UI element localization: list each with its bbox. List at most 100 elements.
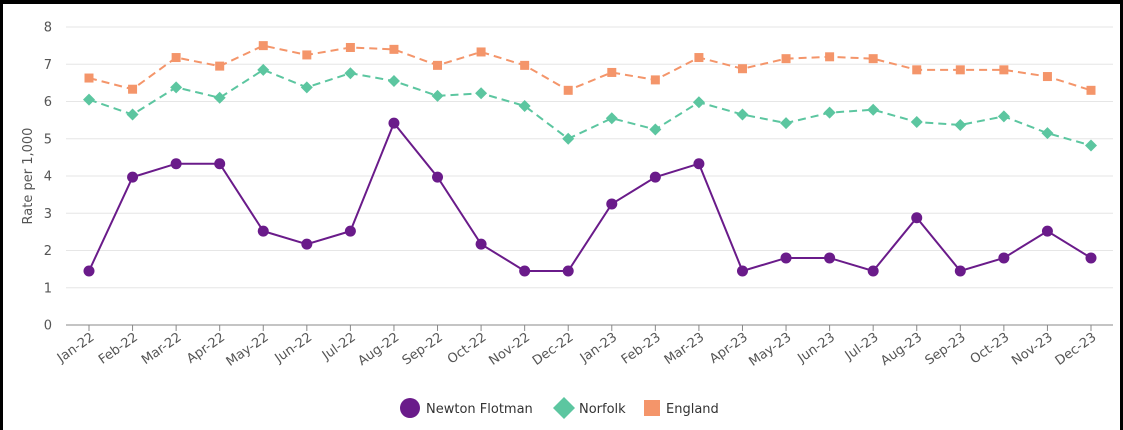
x-tick-label: May-23 [747,330,795,370]
data-point[interactable] [215,61,225,71]
data-point[interactable] [825,52,835,62]
x-tick-label: Dec-22 [530,330,577,369]
data-point[interactable] [868,54,878,64]
data-point[interactable] [171,53,181,63]
data-point[interactable] [84,73,94,83]
data-point[interactable] [954,265,966,277]
data-point[interactable] [476,47,486,57]
data-point[interactable] [431,89,444,102]
data-point[interactable] [300,81,313,94]
data-point[interactable] [433,60,443,70]
data-point[interactable] [170,158,182,170]
series-norfolk [83,63,1097,152]
data-point[interactable] [1086,85,1096,95]
data-point[interactable] [83,265,95,277]
series-newton-flotman [83,117,1097,277]
data-point[interactable] [562,132,575,145]
data-point[interactable] [694,53,704,63]
legend-marker [400,398,420,418]
data-point[interactable] [606,198,618,210]
data-point[interactable] [736,265,748,277]
data-point[interactable] [475,87,488,100]
data-point[interactable] [693,158,705,170]
data-point[interactable] [1085,139,1097,152]
data-point[interactable] [563,85,573,95]
data-point[interactable] [213,91,226,104]
data-point[interactable] [1041,225,1053,237]
data-point[interactable] [1042,72,1052,82]
data-point[interactable] [954,118,967,131]
x-tick-label: Jul-23 [842,330,882,364]
legend-item-england[interactable]: England [644,400,719,417]
data-point[interactable] [387,75,400,88]
x-tick-label: Jun-22 [272,330,315,367]
data-point[interactable] [344,67,357,80]
data-point[interactable] [649,123,662,136]
data-point[interactable] [520,60,530,70]
x-tick-label: Apr-23 [707,330,751,367]
data-point[interactable] [214,158,226,170]
legend-marker [553,397,575,419]
data-point[interactable] [126,108,139,121]
data-point[interactable] [780,252,792,264]
data-point[interactable] [692,96,705,109]
data-point[interactable] [998,252,1010,264]
data-point[interactable] [910,115,923,128]
data-point[interactable] [736,108,749,121]
data-point[interactable] [650,75,660,85]
data-point[interactable] [955,65,965,75]
data-point[interactable] [257,63,270,76]
data-point[interactable] [127,171,139,183]
legend-label: Norfolk [579,402,626,417]
y-axis-label: Rate per 1,000 [21,128,36,225]
data-point[interactable] [999,65,1009,75]
data-point[interactable] [562,265,574,277]
legend-item-newton-flotman[interactable]: Newton Flotman [400,398,533,418]
data-point[interactable] [1085,252,1097,264]
data-point[interactable] [258,41,268,51]
x-tick-label: Nov-22 [486,330,533,369]
data-point[interactable] [519,265,531,277]
x-tick-label: Jan-22 [54,330,97,367]
data-point[interactable] [475,238,487,250]
data-point[interactable] [911,212,923,224]
data-point[interactable] [83,93,95,106]
data-point[interactable] [302,50,312,60]
data-point[interactable] [257,225,269,237]
y-tick-label: 2 [44,244,52,259]
data-point[interactable] [737,64,747,74]
data-point[interactable] [912,65,922,75]
data-point[interactable] [128,84,138,94]
series-line [88,44,1092,92]
data-point[interactable] [823,106,836,119]
data-point[interactable] [170,81,183,94]
data-point[interactable] [388,117,400,129]
y-tick-label: 6 [44,95,52,110]
data-point[interactable] [780,117,793,130]
x-tick-label: Feb-22 [96,330,141,368]
data-point[interactable] [997,110,1010,123]
data-point[interactable] [607,67,617,77]
data-point[interactable] [867,265,879,277]
x-tick-label: Jul-22 [319,330,359,364]
legend-item-norfolk[interactable]: Norfolk [553,397,626,419]
y-tick-label: 1 [44,281,52,296]
x-tick-label: Feb-23 [619,330,664,368]
data-point[interactable] [824,252,836,264]
x-tick-label: Sep-23 [923,330,969,369]
data-point[interactable] [389,44,399,54]
data-point[interactable] [649,171,661,183]
data-point[interactable] [781,54,791,64]
data-point[interactable] [605,112,618,125]
data-point[interactable] [344,225,356,237]
x-tick-label: Aug-23 [878,330,925,369]
data-point[interactable] [432,171,444,183]
data-point[interactable] [867,103,880,116]
data-point[interactable] [301,238,313,250]
data-point[interactable] [1041,127,1054,140]
data-point[interactable] [345,42,355,52]
y-tick-label: 4 [44,170,52,185]
series-england [84,41,1096,95]
data-point[interactable] [518,99,531,112]
